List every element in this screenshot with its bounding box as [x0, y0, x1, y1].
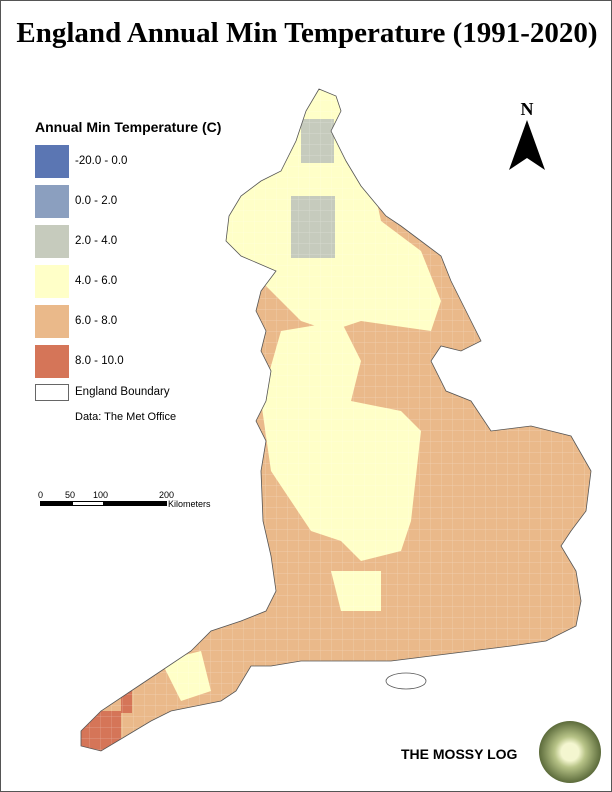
- legend-swatch: [35, 224, 69, 258]
- legend-swatch: [35, 264, 69, 298]
- brand-label: THE MOSSY LOG: [401, 746, 518, 762]
- legend-label: 0.0 - 2.0: [75, 195, 118, 207]
- legend-label: England Boundary: [75, 386, 170, 398]
- legend-item: 8.0 - 10.0: [35, 341, 221, 381]
- legend-swatch: [35, 344, 69, 378]
- legend-label: 2.0 - 4.0: [75, 235, 118, 247]
- legend-label: 8.0 - 10.0: [75, 355, 124, 367]
- map-title: England Annual Min Temperature (1991-202…: [16, 17, 598, 49]
- legend-item: 4.0 - 6.0: [35, 261, 221, 301]
- north-arrow-icon: [509, 120, 545, 170]
- north-arrow: N: [509, 99, 545, 175]
- legend-swatch: [35, 144, 69, 178]
- north-label: N: [520, 99, 534, 119]
- scale-tick: 200: [159, 490, 174, 500]
- legend-item: 2.0 - 4.0: [35, 221, 221, 261]
- legend: Annual Min Temperature (C) -20.0 - 0.0 0…: [35, 119, 221, 403]
- legend-item: 0.0 - 2.0: [35, 181, 221, 221]
- legend-label: -20.0 - 0.0: [75, 155, 128, 167]
- legend-item: -20.0 - 0.0: [35, 141, 221, 181]
- legend-swatch: [35, 304, 69, 338]
- scale-tick: 0: [38, 490, 43, 500]
- data-source: Data: The Met Office: [75, 411, 177, 423]
- scale-bar: 0 50 100 200 Kilometers: [35, 489, 235, 517]
- england-boundary: [80, 88, 592, 752]
- scale-unit: Kilometers: [168, 499, 211, 509]
- scale-tick: 100: [93, 490, 108, 500]
- legend-item-boundary: England Boundary: [35, 381, 221, 403]
- legend-swatch: [35, 383, 69, 401]
- brand-logo-image: [539, 721, 601, 783]
- legend-label: 6.0 - 8.0: [75, 315, 118, 327]
- scale-tick: 50: [65, 490, 75, 500]
- isle-of-wight: [385, 672, 427, 690]
- legend-item: 6.0 - 8.0: [35, 301, 221, 341]
- legend-swatch: [35, 184, 69, 218]
- legend-title: Annual Min Temperature (C): [35, 119, 222, 135]
- legend-label: 4.0 - 6.0: [75, 275, 118, 287]
